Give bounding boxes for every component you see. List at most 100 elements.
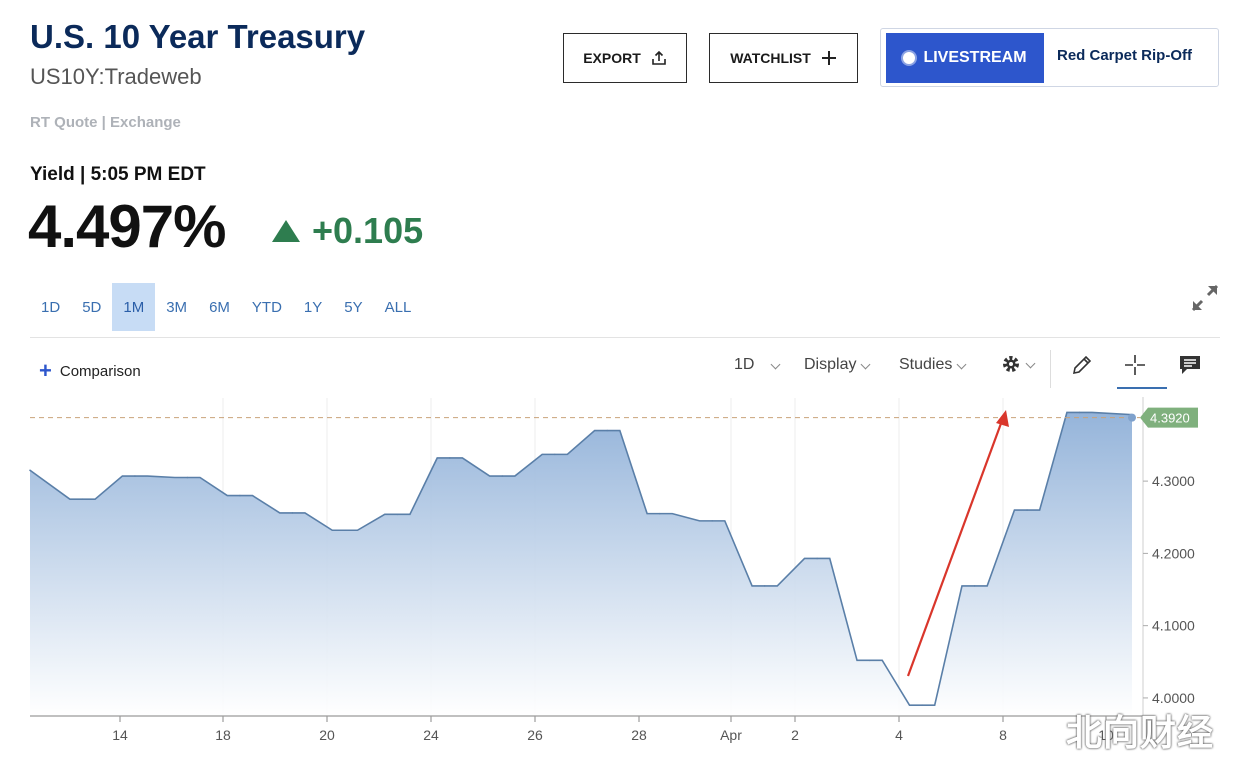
- price-change: +0.105: [312, 210, 424, 251]
- live-dot-icon: [903, 52, 916, 64]
- plus-icon: +: [39, 358, 52, 383]
- studies-label: Studies: [899, 356, 953, 373]
- data-point: [921, 704, 923, 706]
- x-tick-label: 8: [999, 727, 1007, 743]
- divider: [30, 337, 1220, 338]
- x-axis: 14 18 20 24 26 28 Apr 2 4 8 10: [112, 716, 1114, 743]
- data-point: [449, 457, 451, 459]
- crosshair-button[interactable]: [1119, 350, 1151, 380]
- range-all[interactable]: ALL: [384, 298, 412, 316]
- data-point: [396, 513, 399, 516]
- comment-icon: [1180, 356, 1200, 374]
- last-value-dot: [1128, 413, 1136, 422]
- livestream-label: LIVESTREAM: [923, 49, 1027, 66]
- range-1y[interactable]: 1Y: [303, 298, 323, 316]
- yield-label: Yield | 5:05 PM EDT: [30, 164, 206, 185]
- upload-icon: [651, 50, 666, 65]
- x-tick-label: 28: [631, 727, 647, 743]
- watermark: 北向财经: [1066, 712, 1215, 753]
- gear-icon: [1003, 356, 1019, 372]
- data-point: [344, 529, 346, 532]
- livestream-button[interactable]: LIVESTREAM: [886, 33, 1044, 83]
- watchlist-button[interactable]: WATCHLIST: [709, 33, 858, 83]
- data-point: [658, 512, 661, 515]
- last-value-badge: [1140, 407, 1198, 428]
- chevron-down-icon: [861, 359, 871, 369]
- y-axis: 4.3000 4.2000 4.1000 4.0000: [1143, 473, 1195, 706]
- data-point: [973, 585, 976, 587]
- display-dropdown[interactable]: Display: [804, 356, 871, 374]
- range-5y[interactable]: 5Y: [344, 298, 363, 316]
- yield-price: 4.497%: [28, 193, 226, 260]
- data-point: [763, 585, 766, 587]
- quote-type: RT Quote | Exchange: [30, 114, 181, 131]
- x-tick-label: 4: [895, 727, 903, 743]
- display-label: Display: [804, 356, 857, 373]
- data-point: [606, 429, 609, 432]
- data-point: [239, 494, 241, 497]
- data-point: [816, 557, 818, 560]
- ticker-symbol: US10Y:Tradeweb: [30, 64, 202, 89]
- data-point: [29, 469, 31, 472]
- chevron-down-icon: [956, 359, 967, 369]
- x-tick-label: 26: [527, 727, 543, 743]
- draw-button[interactable]: [1066, 350, 1098, 380]
- x-tick-label: 20: [319, 727, 335, 743]
- export-label: EXPORT: [583, 50, 641, 66]
- series-line: [29, 411, 1133, 706]
- x-tick-label: 10: [1098, 727, 1114, 743]
- range-3m[interactable]: 3M: [166, 298, 188, 316]
- comparison-button[interactable]: + Comparison: [39, 358, 141, 383]
- chevron-down-icon: [1025, 358, 1036, 368]
- data-point: [134, 475, 136, 477]
- toolbar-divider: [1050, 350, 1051, 388]
- range-1d[interactable]: 1D: [41, 298, 61, 316]
- comparison-label: Comparison: [59, 362, 141, 380]
- data-point: [81, 498, 84, 500]
- range-5d[interactable]: 5D: [82, 298, 102, 316]
- page-title: U.S. 10 Year Treasury: [30, 18, 366, 55]
- y-tick-label: 4.0000: [1152, 690, 1195, 706]
- annotation-arrowhead: [996, 410, 1009, 427]
- plus-icon: [821, 51, 836, 65]
- data-points: [29, 411, 1133, 706]
- export-button[interactable]: EXPORT: [563, 33, 687, 83]
- interval-label: 1D: [734, 356, 755, 373]
- range-ytd[interactable]: YTD: [251, 298, 282, 316]
- data-point: [553, 453, 556, 456]
- chevron-down-icon: [771, 359, 781, 369]
- x-tick-label: 14: [112, 727, 128, 743]
- x-tick-label: Apr: [720, 727, 742, 743]
- annotation-arrow: [906, 417, 1005, 677]
- settings-dropdown[interactable]: [1001, 354, 1036, 374]
- x-tick-label: 18: [215, 727, 231, 743]
- crosshair-active-indicator: [1117, 387, 1167, 389]
- area-fill: [30, 412, 1132, 716]
- y-tick-label: 4.2000: [1152, 545, 1195, 561]
- up-triangle-icon: [272, 220, 300, 242]
- last-value-label: 4.3920: [1150, 411, 1190, 426]
- interval-dropdown[interactable]: 1D: [734, 356, 781, 374]
- data-point: [186, 476, 189, 479]
- comment-button[interactable]: [1174, 350, 1206, 380]
- data-point: [1026, 509, 1028, 511]
- y-tick-label: 4.3000: [1152, 473, 1195, 489]
- studies-dropdown[interactable]: Studies: [899, 356, 967, 374]
- data-point: [711, 520, 713, 522]
- range-1m[interactable]: 1M: [112, 283, 156, 331]
- pencil-icon: [1072, 355, 1092, 375]
- livestream-show-title[interactable]: Red Carpet Rip-Off: [1057, 47, 1192, 64]
- data-point: [868, 659, 871, 662]
- data-point: [501, 475, 504, 477]
- expand-icon[interactable]: [1188, 281, 1222, 315]
- y-tick-label: 4.1000: [1152, 618, 1195, 634]
- data-point: [1078, 411, 1081, 414]
- range-6m[interactable]: 6M: [209, 298, 230, 316]
- crosshair-icon: [1125, 355, 1145, 375]
- range-selector: 1D 5D 1M 3M 6M YTD 1Y 5Y ALL: [30, 283, 422, 331]
- x-tick-label: 2: [791, 727, 799, 743]
- watchlist-label: WATCHLIST: [730, 50, 811, 66]
- data-point: [291, 512, 294, 514]
- x-tick-label: 24: [423, 727, 439, 743]
